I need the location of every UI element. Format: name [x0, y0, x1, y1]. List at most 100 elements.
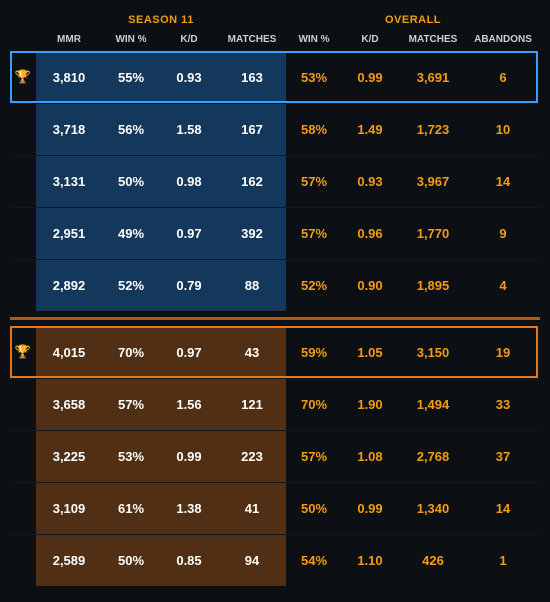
stats-table-body: 🏆3,81055%0.9316353%0.993,69163,71856%1.5… [10, 51, 540, 586]
cell-mmr: 3,810 [36, 51, 102, 103]
season-cells: 3,65857%1.56121 [36, 379, 286, 430]
overall-cells: 58%1.491,72310 [286, 104, 540, 155]
cell-win: 70% [102, 326, 160, 378]
cell-overall-matches: 2,768 [398, 431, 468, 482]
cell-overall-abandons: 19 [468, 326, 538, 378]
col-win: WIN % [102, 34, 160, 45]
cell-overall-matches: 1,494 [398, 379, 468, 430]
cell-kd: 1.58 [160, 104, 218, 155]
cell-overall-matches: 3,967 [398, 156, 468, 207]
header-group-labels: SEASON 11 OVERALL [10, 8, 540, 34]
col-overall-matches: MATCHES [398, 34, 468, 45]
cell-overall-kd: 0.93 [342, 156, 398, 207]
trophy-icon [10, 535, 36, 586]
trophy-icon [10, 208, 36, 259]
cell-matches: 88 [218, 260, 286, 311]
overall-cells: 57%0.961,7709 [286, 208, 540, 259]
cell-overall-matches: 1,340 [398, 483, 468, 534]
cell-kd: 1.56 [160, 379, 218, 430]
cell-overall-win: 58% [286, 104, 342, 155]
overall-cells: 70%1.901,49433 [286, 379, 540, 430]
cell-overall-matches: 426 [398, 535, 468, 586]
season-cells: 2,89252%0.7988 [36, 260, 286, 311]
cell-matches: 223 [218, 431, 286, 482]
cell-win: 50% [102, 535, 160, 586]
cell-matches: 163 [218, 51, 286, 103]
season-cells: 3,10961%1.3841 [36, 483, 286, 534]
trophy-icon [10, 483, 36, 534]
col-overall-kd: K/D [342, 34, 398, 45]
table-row: 2,89252%0.798852%0.901,8954 [10, 259, 540, 311]
trophy-icon [10, 379, 36, 430]
overall-cells: 57%1.082,76837 [286, 431, 540, 482]
cell-overall-kd: 0.99 [342, 51, 398, 103]
cell-win: 57% [102, 379, 160, 430]
cell-mmr: 2,589 [36, 535, 102, 586]
cell-overall-matches: 3,691 [398, 51, 468, 103]
cell-win: 61% [102, 483, 160, 534]
cell-overall-win: 54% [286, 535, 342, 586]
cell-overall-win: 70% [286, 379, 342, 430]
trophy-icon [10, 156, 36, 207]
cell-overall-win: 53% [286, 51, 342, 103]
cell-win: 53% [102, 431, 160, 482]
table-row: 🏆4,01570%0.974359%1.053,15019 [10, 326, 540, 378]
overall-label: OVERALL [286, 8, 540, 34]
season-label: SEASON 11 [36, 8, 286, 34]
season-cells: 4,01570%0.9743 [36, 326, 286, 378]
overall-cells: 52%0.901,8954 [286, 260, 540, 311]
col-mmr: MMR [36, 34, 102, 45]
table-row: 3,13150%0.9816257%0.933,96714 [10, 155, 540, 207]
trophy-icon: 🏆 [10, 51, 36, 103]
overall-cells: 57%0.933,96714 [286, 156, 540, 207]
season-cells: 3,81055%0.93163 [36, 51, 286, 103]
season-cells: 2,95149%0.97392 [36, 208, 286, 259]
cell-win: 55% [102, 51, 160, 103]
column-headers: MMR WIN % K/D MATCHES WIN % K/D MATCHES … [10, 34, 540, 45]
overall-cells: 59%1.053,15019 [286, 326, 540, 378]
col-overall-abandons: ABANDONS [468, 34, 538, 45]
cell-overall-win: 57% [286, 156, 342, 207]
cell-mmr: 4,015 [36, 326, 102, 378]
cell-kd: 0.97 [160, 326, 218, 378]
table-row: 3,65857%1.5612170%1.901,49433 [10, 378, 540, 430]
cell-overall-win: 59% [286, 326, 342, 378]
cell-matches: 167 [218, 104, 286, 155]
trophy-icon [10, 104, 36, 155]
cell-mmr: 2,951 [36, 208, 102, 259]
cell-overall-abandons: 33 [468, 379, 538, 430]
cell-kd: 0.99 [160, 431, 218, 482]
cell-overall-kd: 0.96 [342, 208, 398, 259]
cell-win: 52% [102, 260, 160, 311]
cell-overall-abandons: 9 [468, 208, 538, 259]
cell-mmr: 3,225 [36, 431, 102, 482]
cell-win: 50% [102, 156, 160, 207]
cell-mmr: 3,131 [36, 156, 102, 207]
cell-overall-abandons: 4 [468, 260, 538, 311]
cell-matches: 43 [218, 326, 286, 378]
cell-matches: 392 [218, 208, 286, 259]
cell-kd: 0.98 [160, 156, 218, 207]
cell-overall-win: 50% [286, 483, 342, 534]
cell-mmr: 2,892 [36, 260, 102, 311]
table-row: 3,71856%1.5816758%1.491,72310 [10, 103, 540, 155]
cell-matches: 121 [218, 379, 286, 430]
cell-mmr: 3,718 [36, 104, 102, 155]
cell-overall-kd: 1.90 [342, 379, 398, 430]
cell-overall-abandons: 1 [468, 535, 538, 586]
col-overall-win: WIN % [286, 34, 342, 45]
cell-overall-kd: 1.08 [342, 431, 398, 482]
cell-overall-kd: 1.05 [342, 326, 398, 378]
table-row: 3,22553%0.9922357%1.082,76837 [10, 430, 540, 482]
overall-cells: 54%1.104261 [286, 535, 540, 586]
season-cells: 2,58950%0.8594 [36, 535, 286, 586]
cell-win: 56% [102, 104, 160, 155]
overall-cells: 53%0.993,6916 [286, 51, 540, 103]
cell-overall-matches: 1,770 [398, 208, 468, 259]
cell-overall-abandons: 14 [468, 483, 538, 534]
cell-overall-abandons: 10 [468, 104, 538, 155]
cell-matches: 41 [218, 483, 286, 534]
group-separator [10, 317, 540, 320]
trophy-icon: 🏆 [10, 326, 36, 378]
cell-overall-abandons: 14 [468, 156, 538, 207]
